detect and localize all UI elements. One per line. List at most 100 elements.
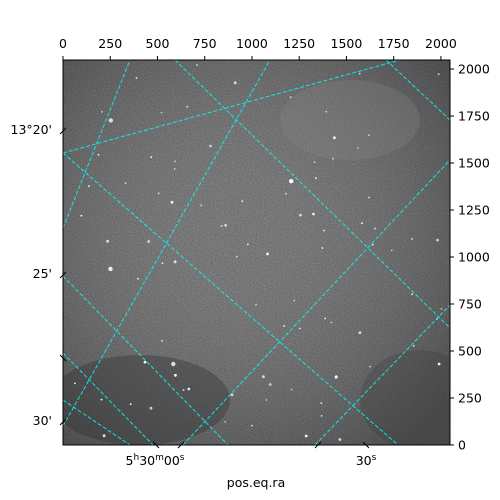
top-pixel-axis: 0 250 500 750 1000 1250 1500 1750 2000 <box>59 36 457 60</box>
top-tick-label: 1750 <box>378 36 410 51</box>
right-tick-label: 0 <box>458 438 466 453</box>
sky-image <box>63 60 450 445</box>
right-tick-label: 500 <box>458 344 482 359</box>
star-point <box>124 182 127 185</box>
star-point <box>315 177 317 180</box>
star-point <box>437 362 441 366</box>
star-point <box>268 383 272 386</box>
x-axis-label: pos.eq.ra <box>227 475 285 490</box>
star-point <box>313 161 316 164</box>
star-point <box>321 247 324 249</box>
star-point <box>143 360 147 364</box>
star-point <box>361 222 363 225</box>
star-point <box>186 105 189 108</box>
top-tick-label: 0 <box>59 36 67 51</box>
star-point <box>171 361 176 367</box>
right-tick-label: 1500 <box>458 156 490 171</box>
right-pixel-axis: 0 250 500 750 1000 1250 1500 1750 2000 <box>450 62 490 453</box>
ra-tick-label: 30s <box>356 453 377 468</box>
star-point <box>368 196 370 199</box>
star-point <box>312 212 315 216</box>
star-point <box>102 434 106 438</box>
star-point <box>101 111 103 113</box>
top-tick-label: 1000 <box>236 36 268 51</box>
star-point <box>200 204 203 207</box>
top-tick-label: 500 <box>146 36 170 51</box>
star-point <box>357 147 359 149</box>
right-tick-label: 750 <box>458 297 482 312</box>
star-point <box>137 277 139 280</box>
star-point <box>173 260 177 264</box>
star-point <box>371 243 374 246</box>
star-point <box>88 185 90 188</box>
star-point <box>173 168 176 170</box>
wcs-grid-line <box>63 60 271 427</box>
star-point <box>108 266 113 272</box>
wcs-grid-line <box>182 159 450 445</box>
star-point <box>325 110 328 113</box>
star-point <box>251 424 253 427</box>
star-point <box>106 239 109 243</box>
star-point <box>100 398 103 401</box>
wcs-grid-line <box>63 152 399 445</box>
wcs-grid-line <box>174 60 450 329</box>
star-point <box>266 252 269 256</box>
star-point <box>320 415 323 417</box>
star-point <box>304 434 308 438</box>
wcs-grid-line <box>63 60 401 154</box>
star-point <box>290 388 293 391</box>
star-point <box>289 96 292 98</box>
star-point <box>338 438 342 441</box>
star-point <box>220 225 223 227</box>
plot-frame <box>62 59 451 446</box>
wcs-grid-line <box>314 304 450 445</box>
star-point <box>108 118 114 123</box>
star-point <box>161 262 164 265</box>
star-point <box>369 365 371 368</box>
star-point <box>147 240 151 243</box>
top-tick-label: 2000 <box>425 36 457 51</box>
star-point <box>224 223 228 227</box>
star-point <box>150 156 153 159</box>
star-point <box>283 325 286 327</box>
star-point <box>289 179 294 184</box>
star-point <box>224 420 227 423</box>
top-tick-label: 1250 <box>283 36 315 51</box>
star-point <box>330 321 333 324</box>
star-point <box>334 375 338 379</box>
star-point <box>235 255 238 258</box>
wcs-grid <box>63 60 450 445</box>
star-point <box>411 293 413 296</box>
star-point <box>262 375 265 379</box>
star-point <box>265 399 268 401</box>
star-point <box>324 317 327 320</box>
star-point <box>247 243 249 246</box>
right-tick-label: 1750 <box>458 109 490 124</box>
star-point <box>80 214 83 217</box>
star-point <box>149 406 153 410</box>
star-point <box>412 345 415 347</box>
star-point <box>97 153 100 156</box>
star-point <box>299 327 301 330</box>
wcs-grid-line <box>63 352 154 445</box>
star-point <box>74 382 76 385</box>
right-tick-label: 1250 <box>458 203 490 218</box>
top-tick-label: 750 <box>193 36 217 51</box>
star-point <box>196 64 199 66</box>
star-point <box>440 308 443 310</box>
star-point <box>170 200 174 204</box>
star-point <box>174 160 177 163</box>
star-point <box>209 144 212 148</box>
right-tick-label: 250 <box>458 391 482 406</box>
star-point <box>187 387 191 391</box>
star-point <box>233 81 237 85</box>
dec-tick-label: 25' <box>33 266 52 281</box>
star-point <box>437 73 440 76</box>
star-point <box>299 213 302 217</box>
wcs-grid-line <box>63 60 131 229</box>
right-tick-label: 1000 <box>458 250 490 265</box>
right-tick-label: 2000 <box>458 62 490 77</box>
star-point <box>320 402 323 404</box>
top-tick-label: 1500 <box>331 36 363 51</box>
